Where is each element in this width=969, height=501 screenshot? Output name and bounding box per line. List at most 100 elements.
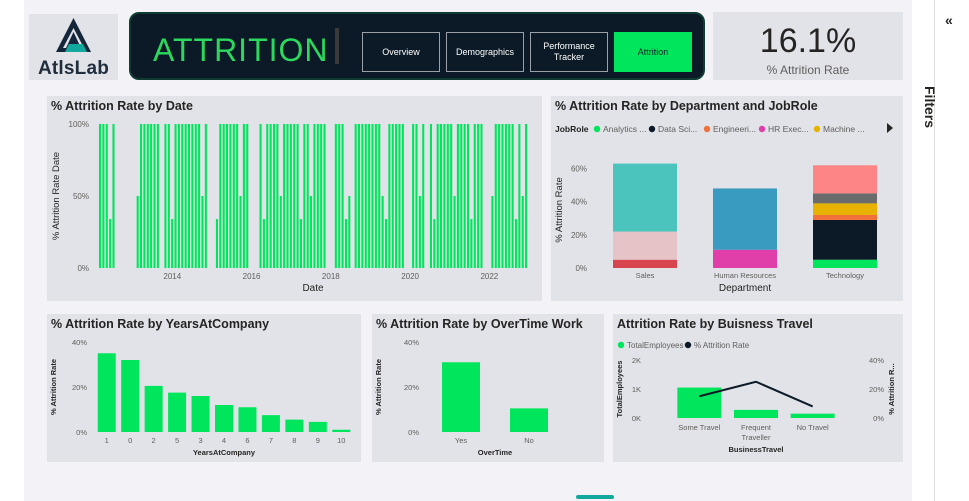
- bar: [309, 422, 327, 432]
- x-tick-label: 2: [152, 436, 156, 445]
- chart-card-attrition-by-date[interactable]: % Attrition Rate by Date 0% 50% 100% 2014 20…: [47, 96, 542, 301]
- date-bar: [508, 124, 510, 268]
- date-bar: [307, 124, 309, 268]
- date-bar: [501, 124, 503, 268]
- date-bar: [157, 124, 159, 268]
- date-bar: [317, 124, 319, 268]
- date-bar: [480, 124, 482, 268]
- date-bar: [201, 196, 203, 268]
- date-bar: [140, 124, 142, 268]
- y-tick-label: 1K: [632, 385, 641, 394]
- date-bar: [236, 124, 238, 268]
- legend-marker: [704, 126, 710, 132]
- date-bar: [430, 124, 432, 268]
- x-tick-label: 2014: [163, 272, 181, 281]
- chart-card-attrition-by-overtime[interactable]: % Attrition Rate by OverTime Work 0% 20% 4…: [372, 314, 604, 462]
- date-bar: [443, 124, 445, 268]
- double-chevron-left-icon[interactable]: «: [945, 12, 953, 28]
- stacked-bar-segment: [813, 165, 877, 193]
- date-bar: [522, 196, 524, 268]
- date-bar: [365, 124, 367, 268]
- date-bar: [457, 124, 459, 268]
- x-tick-label: 7: [269, 436, 273, 445]
- date-bar: [273, 124, 275, 268]
- date-bar: [345, 219, 347, 268]
- date-bar: [198, 124, 200, 268]
- date-bar: [297, 124, 299, 268]
- date-bar: [270, 124, 272, 268]
- x-axis-title: Date: [302, 283, 324, 294]
- bar: [791, 414, 835, 418]
- legend-marker: [814, 126, 820, 132]
- date-bar: [518, 124, 520, 268]
- banner-divider: [335, 28, 339, 64]
- nav-button-attrition[interactable]: Attrition: [614, 32, 692, 72]
- date-bar: [276, 124, 278, 268]
- date-bar: [348, 196, 350, 268]
- date-bar: [223, 124, 225, 268]
- y-tick-label: 100%: [69, 120, 89, 129]
- nav-button-performance-tracker[interactable]: Performance Tracker: [530, 32, 608, 72]
- x-tick-label: 2022: [480, 272, 498, 281]
- chart-card-attrition-by-travel[interactable]: Attrition Rate by Buisness Travel TotalE…: [613, 314, 903, 462]
- date-bar: [178, 124, 180, 268]
- nav-button-label: Demographics: [456, 47, 514, 58]
- y-axis-title-right: % Attrition R...: [887, 363, 896, 414]
- date-bar: [143, 124, 145, 268]
- caret-right-icon: [887, 123, 893, 133]
- date-bar: [460, 124, 462, 268]
- legend-title: JobRole: [555, 124, 589, 134]
- x-axis-title: YearsAtCompany: [193, 448, 256, 457]
- date-bar: [147, 124, 149, 268]
- date-bar: [266, 124, 268, 268]
- y-axis-title: % Attrition Rate: [554, 177, 565, 242]
- chart-attrition-by-overtime: 0%20%40%Yes NoOverTime% Attrition Rate: [372, 314, 604, 462]
- y-tick-label: 20%: [72, 383, 87, 392]
- stacked-bar-segment: [813, 193, 877, 203]
- y-tick-label-right: 0%: [873, 414, 884, 423]
- legend-label: TotalEmployees: [627, 341, 683, 350]
- date-bar: [388, 124, 390, 268]
- stacked-bar-segment: [613, 232, 677, 260]
- nav-button-label: Attrition: [638, 47, 669, 58]
- y-tick-label-right: 20%: [869, 385, 884, 394]
- date-bar: [453, 196, 455, 268]
- date-bar: [470, 219, 472, 268]
- page-title: ATTRITION: [153, 32, 329, 69]
- x-tick-label: Traveller: [742, 433, 771, 442]
- x-tick-label: 8: [292, 436, 296, 445]
- bar: [121, 360, 139, 432]
- bar: [168, 393, 186, 432]
- x-tick-label: Yes: [455, 436, 467, 445]
- y-tick-label: 20%: [571, 231, 587, 240]
- date-bar: [239, 196, 241, 268]
- date-bar: [205, 124, 207, 268]
- date-bar: [263, 219, 265, 268]
- date-bar: [437, 124, 439, 268]
- chart-card-attrition-by-years[interactable]: % Attrition Rate by YearsAtCompany 0% 20%…: [47, 314, 361, 462]
- x-tick-label: 4: [222, 436, 226, 445]
- filters-label: Filters: [922, 86, 938, 128]
- date-bar: [259, 124, 261, 268]
- y-axis-title: % Attrition Rate: [374, 359, 383, 415]
- date-bar: [505, 124, 507, 268]
- date-bar: [474, 124, 476, 268]
- page-scroll-indicator[interactable]: [576, 495, 614, 499]
- chart-card-attrition-by-department[interactable]: % Attrition Rate by Department and JobRo…: [551, 96, 903, 301]
- date-bar: [219, 124, 221, 268]
- nav-button-overview[interactable]: Overview: [362, 32, 440, 72]
- date-bar: [419, 196, 421, 268]
- date-bar: [286, 124, 288, 268]
- filters-pane[interactable]: « Filters: [934, 0, 969, 501]
- stacked-bar-segment: [613, 164, 677, 232]
- x-tick-label: Frequent: [741, 423, 772, 432]
- y-tick-label-right: 40%: [869, 356, 884, 365]
- date-bar: [447, 124, 449, 268]
- chart-attrition-by-date: 0% 50% 100% 2014 2016 2018 2020 2022 Date % Attri…: [47, 96, 542, 301]
- date-bar: [450, 124, 452, 268]
- y-tick-label: 50%: [73, 192, 89, 201]
- nav-button-demographics[interactable]: Demographics: [446, 32, 524, 72]
- legend-marker: [759, 126, 765, 132]
- y-tick-label: 0%: [77, 264, 89, 273]
- date-bar: [290, 124, 292, 268]
